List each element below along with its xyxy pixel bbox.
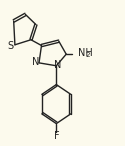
Text: F: F	[54, 131, 59, 141]
Text: NH: NH	[78, 48, 93, 59]
Text: N: N	[54, 60, 62, 70]
Text: N: N	[32, 57, 40, 67]
Text: S: S	[7, 41, 13, 51]
Text: 2: 2	[86, 52, 90, 58]
